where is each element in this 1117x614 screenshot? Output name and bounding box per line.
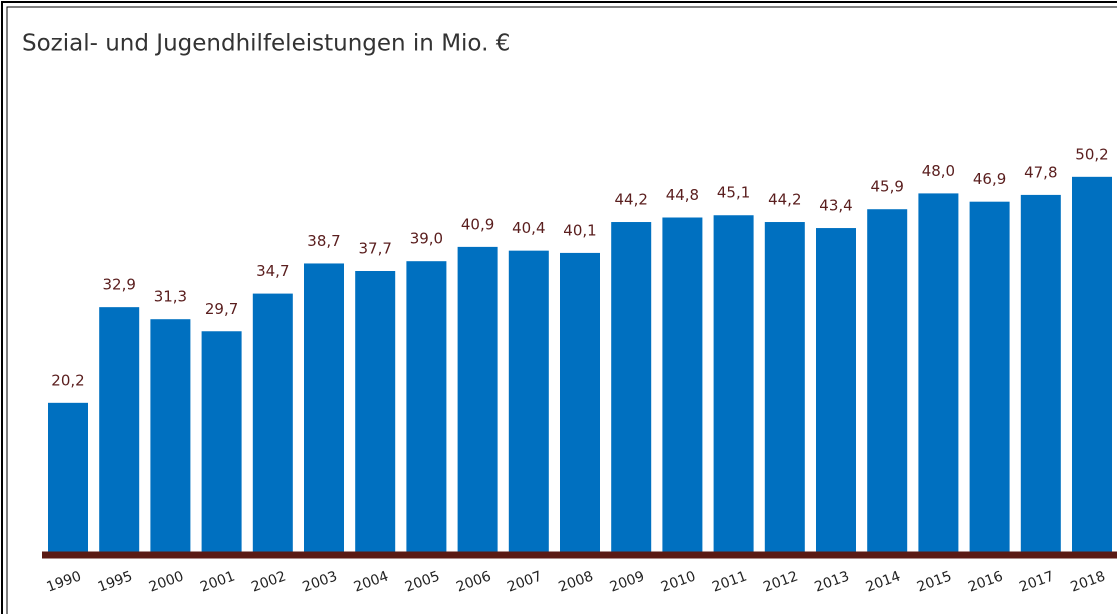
x-tick-label: 2015 (915, 568, 954, 595)
bar (1020, 194, 1061, 555)
x-tick-label: 2016 (966, 568, 1005, 595)
x-tick-label: 1990 (45, 568, 84, 595)
x-tick-label: 1995 (96, 568, 135, 595)
bar (355, 270, 396, 555)
x-tick-label: 2003 (301, 568, 340, 595)
x-tick-label: 2007 (505, 568, 544, 595)
bar (1072, 176, 1112, 555)
value-label: 45,9 (870, 178, 903, 196)
bar (918, 193, 959, 555)
x-tick-label: 2017 (1017, 568, 1056, 595)
value-label: 31,3 (154, 288, 187, 306)
bar (252, 293, 293, 555)
x-tick-label: 2009 (608, 568, 647, 595)
x-tick-label: 2013 (813, 568, 852, 595)
chart-title: Sozial- und Jugendhilfeleistungen in Mio… (22, 31, 510, 57)
value-label: 44,8 (666, 186, 699, 204)
bar (662, 217, 703, 556)
value-label: 48,0 (922, 162, 955, 180)
x-tick-label: 2001 (198, 568, 237, 595)
value-label: 50,2 (1075, 145, 1108, 163)
x-tick-label: 2008 (557, 568, 596, 595)
value-label: 32,9 (102, 276, 135, 294)
value-label: 40,1 (563, 221, 596, 239)
value-label: 47,8 (1024, 163, 1057, 181)
inner-frame (6, 6, 1117, 614)
bar (867, 209, 908, 555)
bar (816, 228, 856, 555)
value-label: 40,9 (461, 215, 494, 233)
bar (560, 252, 600, 555)
bar (304, 263, 344, 555)
x-tick-label: 2004 (352, 568, 391, 595)
value-label: 43,4 (819, 197, 852, 215)
value-label: 38,7 (307, 232, 340, 250)
value-label: 37,7 (358, 239, 391, 257)
value-label: 39,0 (410, 230, 443, 248)
bar (969, 201, 1010, 556)
bar (406, 261, 447, 555)
x-tick-label: 2005 (403, 568, 442, 595)
bar (99, 307, 140, 555)
bar (150, 319, 191, 555)
x-tick-label: 2014 (864, 568, 903, 595)
value-label: 20,2 (51, 371, 84, 389)
value-label: 46,9 (973, 170, 1006, 188)
bar (713, 215, 754, 555)
x-tick-label: 2018 (1069, 568, 1108, 595)
value-label: 45,1 (717, 184, 750, 202)
value-label: 40,4 (512, 219, 545, 237)
bar (201, 331, 242, 555)
bar (611, 222, 652, 555)
value-label: 44,2 (614, 191, 647, 209)
x-tick-label: 2006 (454, 568, 493, 595)
bar (508, 250, 549, 556)
x-tick-label: 2011 (710, 568, 749, 595)
value-label: 34,7 (256, 262, 289, 280)
x-tick-label: 2010 (659, 568, 698, 595)
bar (764, 222, 805, 555)
x-tick-label: 2002 (249, 568, 288, 595)
bar (48, 402, 88, 555)
bar (457, 246, 498, 556)
x-tick-label: 2000 (147, 568, 186, 595)
value-label: 29,7 (205, 300, 238, 318)
x-tick-label: 2012 (761, 568, 800, 595)
value-label: 44,2 (768, 191, 801, 209)
